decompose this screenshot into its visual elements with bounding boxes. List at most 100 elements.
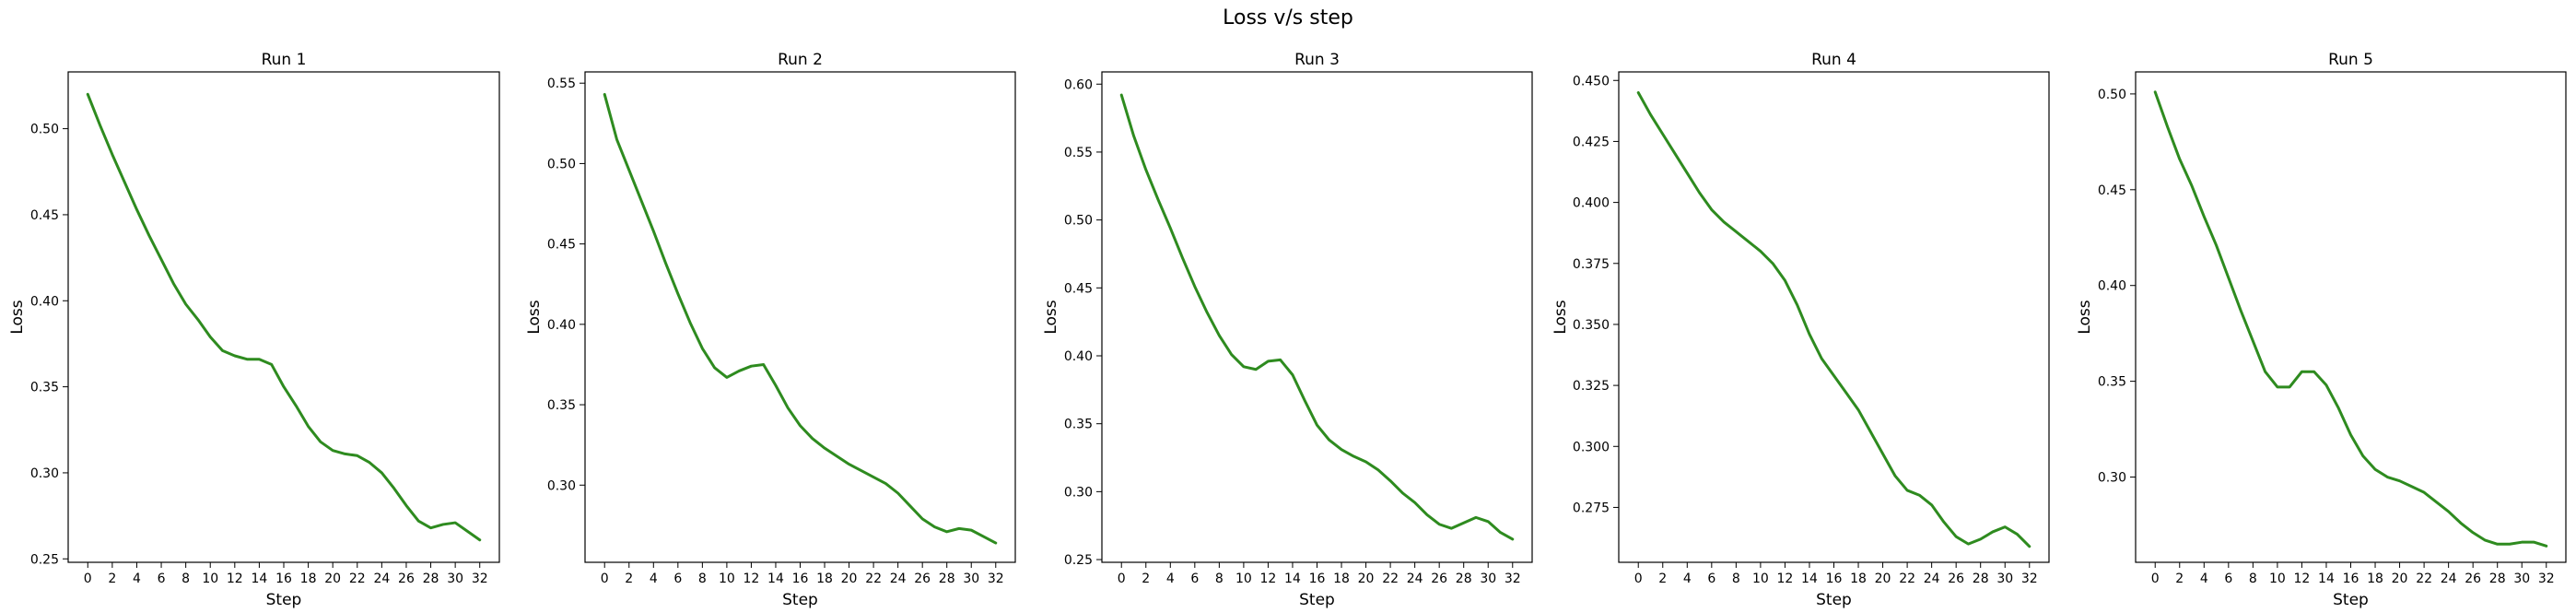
y-tick-label: 0.35 <box>30 381 59 395</box>
x-tick-label: 0 <box>1118 572 1126 586</box>
y-tick-label: 0.30 <box>30 466 59 481</box>
y-tick-label: 0.55 <box>1064 146 1093 160</box>
y-tick-label: 0.275 <box>1573 501 1610 515</box>
x-tick-label: 4 <box>2200 572 2208 586</box>
x-tick-label: 32 <box>2538 572 2555 586</box>
x-tick-label: 20 <box>324 572 341 586</box>
x-tick-label: 32 <box>472 572 488 586</box>
y-tick-label: 0.60 <box>1064 77 1093 92</box>
y-tick-label: 0.350 <box>1573 318 1610 333</box>
x-tick-label: 30 <box>447 572 463 586</box>
subplot-title: Run 3 <box>1294 51 1340 69</box>
x-tick-label: 20 <box>2392 572 2408 586</box>
y-tick-label: 0.25 <box>1064 553 1093 568</box>
x-tick-label: 2 <box>2175 572 2184 586</box>
y-tick-label: 0.45 <box>1064 281 1093 296</box>
y-tick-label: 0.300 <box>1573 440 1610 454</box>
x-tick-label: 0 <box>2151 572 2160 586</box>
x-tick-label: 2 <box>625 572 633 586</box>
y-tick-label: 0.40 <box>547 318 576 333</box>
x-tick-label: 20 <box>1358 572 1375 586</box>
x-tick-label: 32 <box>988 572 1004 586</box>
y-axis-label: Loss <box>525 300 544 334</box>
axes-frame <box>584 71 1016 563</box>
x-tick-label: 22 <box>1899 572 1915 586</box>
y-tick-label: 0.55 <box>547 77 576 91</box>
y-axis-label: Loss <box>2076 300 2094 334</box>
x-axis-label: Step <box>782 591 818 609</box>
figure-suptitle: Loss v/s step <box>1223 6 1353 29</box>
y-tick-label: 0.45 <box>547 238 576 253</box>
subplot-title: Run 1 <box>262 51 307 69</box>
x-tick-label: 2 <box>1658 572 1667 586</box>
x-tick-label: 12 <box>1260 572 1277 586</box>
subplot-title: Run 4 <box>1811 51 1856 69</box>
y-tick-label: 0.30 <box>1064 485 1093 500</box>
x-tick-label: 14 <box>1284 572 1301 586</box>
x-tick-label: 28 <box>1973 572 1989 586</box>
x-tick-label: 6 <box>1190 572 1199 586</box>
x-tick-label: 18 <box>2367 572 2383 586</box>
subplot-run-1: Run 10 2 4 6 8 10 12 14 16 18 20 22 24 26 28 30 320.250.… <box>8 51 500 609</box>
y-axis-label: Loss <box>1551 300 1570 334</box>
series-line <box>1636 91 2032 548</box>
x-tick-label: 12 <box>1777 572 1794 586</box>
x-tick-label: 20 <box>1875 572 1891 586</box>
x-tick-label: 8 <box>1732 572 1740 586</box>
x-tick-label: 4 <box>650 572 658 586</box>
x-tick-label: 14 <box>767 572 784 586</box>
y-tick-label: 0.40 <box>2098 279 2126 294</box>
subplots-container: Run 10 2 4 6 8 10 12 14 16 18 20 22 24 26 28 30 320.250.… <box>8 51 2567 609</box>
y-tick-label: 0.450 <box>1573 74 1610 88</box>
x-tick-label: 24 <box>2441 572 2457 586</box>
y-tick-label: 0.400 <box>1573 196 1610 211</box>
x-tick-label: 26 <box>1948 572 1964 586</box>
x-tick-label: 20 <box>841 572 858 586</box>
x-tick-label: 4 <box>133 572 141 586</box>
y-axis-label: Loss <box>1042 300 1060 334</box>
x-tick-label: 28 <box>423 572 439 586</box>
y-tick-label: 0.45 <box>30 208 59 223</box>
x-tick-label: 14 <box>251 572 267 586</box>
y-tick-label: 0.425 <box>1573 135 1610 149</box>
x-tick-label: 2 <box>108 572 116 586</box>
x-tick-label: 16 <box>275 572 292 586</box>
x-tick-label: 24 <box>890 572 907 586</box>
x-tick-label: 28 <box>1456 572 1472 586</box>
series-line <box>1119 93 1515 541</box>
y-tick-label: 0.40 <box>1064 349 1093 364</box>
x-tick-label: 0 <box>1634 572 1643 586</box>
subplot-run-3: Run 30 2 4 6 8 10 12 14 16 18 20 22 24 26 28 30 320.250.… <box>1042 51 1533 609</box>
y-tick-label: 0.30 <box>547 478 576 493</box>
x-tick-label: 18 <box>300 572 317 586</box>
x-tick-label: 2 <box>1142 572 1150 586</box>
x-tick-label: 32 <box>1505 572 1521 586</box>
x-tick-label: 16 <box>1826 572 1843 586</box>
series-line <box>86 92 482 542</box>
y-tick-label: 0.40 <box>30 294 59 309</box>
series-line <box>2153 90 2548 548</box>
y-tick-label: 0.50 <box>1064 214 1093 229</box>
x-tick-label: 18 <box>816 572 833 586</box>
axes-frame <box>67 71 500 563</box>
x-tick-label: 16 <box>1309 572 1326 586</box>
y-tick-label: 0.25 <box>30 552 59 567</box>
x-tick-label: 6 <box>1707 572 1715 586</box>
axes-frame <box>2135 71 2567 563</box>
y-tick-label: 0.50 <box>30 123 59 137</box>
x-tick-label: 24 <box>373 572 390 586</box>
x-tick-label: 6 <box>2224 572 2232 586</box>
x-tick-label: 14 <box>1801 572 1818 586</box>
x-tick-label: 8 <box>181 572 190 586</box>
y-tick-label: 0.45 <box>2098 183 2126 198</box>
x-tick-label: 30 <box>1996 572 2013 586</box>
x-tick-label: 24 <box>1924 572 1940 586</box>
y-tick-label: 0.325 <box>1573 379 1610 394</box>
x-tick-label: 32 <box>2021 572 2038 586</box>
y-tick-label: 0.375 <box>1573 257 1610 272</box>
x-tick-label: 8 <box>1215 572 1224 586</box>
x-tick-label: 10 <box>202 572 218 586</box>
subplot-run-5: Run 50 2 4 6 8 10 12 14 16 18 20 22 24 26 28 30 320.300.… <box>2076 51 2567 609</box>
y-tick-label: 0.50 <box>2098 88 2126 102</box>
